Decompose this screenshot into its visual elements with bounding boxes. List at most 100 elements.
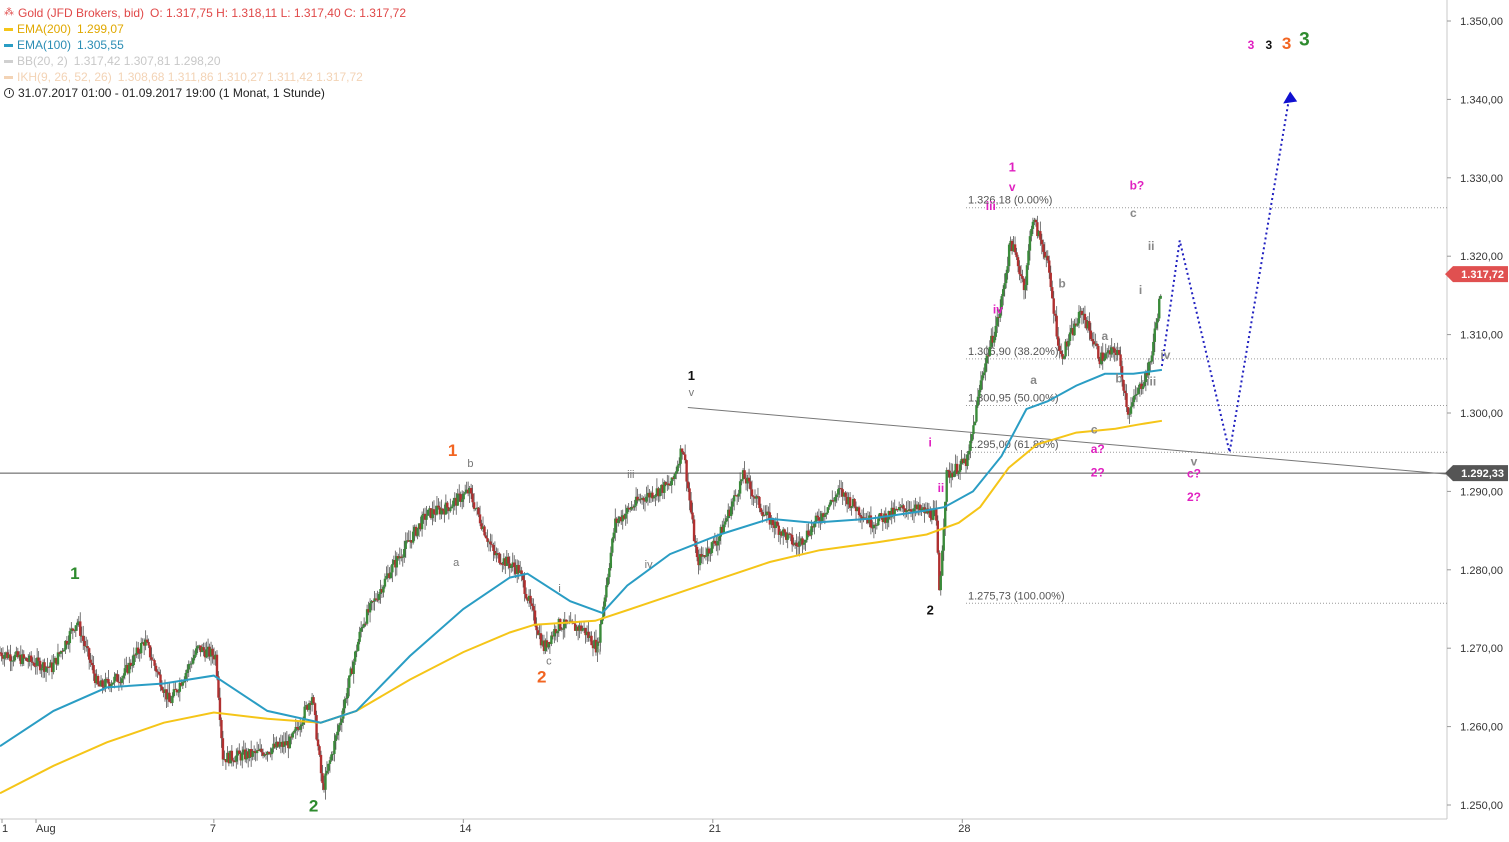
wave-label: ii — [596, 645, 601, 657]
wave-label: c — [1130, 206, 1137, 220]
candle-body — [1049, 272, 1052, 288]
candle-body — [469, 487, 473, 494]
candle-body — [267, 751, 271, 754]
candle-body — [229, 750, 232, 764]
candle-body — [970, 434, 974, 441]
candle-body — [1125, 393, 1128, 408]
candle-body — [215, 654, 219, 677]
candle-body — [147, 642, 150, 646]
candle-body — [284, 741, 287, 746]
candle-body — [337, 725, 341, 732]
candle-body — [416, 527, 419, 536]
candle-body — [1013, 244, 1017, 253]
candle-body — [1150, 355, 1154, 362]
chart-icon: ⁂ — [4, 7, 14, 18]
candle-body — [618, 516, 621, 520]
legend-ema100-row[interactable]: EMA(100) 1.305,55 — [4, 37, 406, 53]
candle-body — [682, 452, 685, 455]
wave-label: b — [1115, 371, 1122, 385]
candle-body — [321, 773, 324, 784]
wave-label: i — [929, 436, 932, 450]
candle-body — [982, 372, 986, 376]
candle-body — [172, 689, 176, 697]
candle-body — [422, 513, 425, 516]
candle-body — [1091, 339, 1094, 342]
candle-body — [990, 335, 993, 347]
candle-body — [9, 654, 12, 662]
y-tick-label: 1.330,00 — [1460, 173, 1503, 185]
candle-body — [741, 470, 745, 480]
candle-body — [139, 643, 143, 654]
candle-body — [120, 678, 124, 683]
candle-body — [142, 642, 146, 646]
legend-title-row: ⁂ Gold (JFD Brokers, bid) O: 1.317,75 H:… — [4, 5, 406, 21]
candle-body — [941, 550, 944, 576]
candle-body — [1010, 240, 1014, 252]
ema100-value: 1.305,55 — [77, 38, 124, 52]
y-tick-label: 1.340,00 — [1460, 94, 1503, 106]
candle-body — [111, 682, 115, 685]
candle-body — [0, 652, 3, 657]
candle-body — [936, 520, 939, 553]
candle-body — [608, 568, 611, 578]
candle-body — [450, 506, 454, 509]
candle-body — [463, 492, 467, 494]
candle-body — [1073, 323, 1076, 336]
candle-body — [377, 593, 381, 600]
candle-body — [1146, 371, 1149, 376]
candle-body — [365, 609, 369, 624]
candle-body — [666, 483, 669, 485]
candle-body — [452, 500, 455, 507]
candle-body — [508, 563, 511, 568]
candle-body — [1048, 260, 1051, 273]
candle-body — [453, 497, 456, 501]
candle-body — [53, 657, 57, 663]
candle-body — [706, 548, 709, 557]
candle-body — [921, 507, 925, 509]
legend-bb-row[interactable]: BB(20, 2) 1.317,42 1.307,81 1.298,20 — [4, 53, 406, 69]
candle-body — [407, 540, 410, 542]
legend-ema200-row[interactable]: EMA(200) 1.299,07 — [4, 21, 406, 37]
trendline — [687, 407, 1448, 475]
y-tick-label: 1.300,00 — [1460, 408, 1503, 420]
candle-body — [664, 482, 668, 485]
candle-body — [915, 504, 919, 510]
candle-body — [391, 564, 394, 573]
candle-body — [181, 682, 185, 686]
candle-body — [712, 540, 715, 543]
candle-body — [169, 701, 173, 703]
candle-body — [643, 500, 647, 502]
wave-label: a — [1030, 373, 1037, 387]
candle-body — [857, 507, 861, 516]
candle-body — [22, 654, 25, 659]
candle-body — [1028, 236, 1032, 251]
ema100-label: EMA(100) — [17, 38, 72, 52]
candle-body — [880, 513, 883, 516]
candle-body — [1052, 298, 1055, 314]
candle-body — [459, 494, 462, 502]
candle-body — [850, 506, 853, 508]
candle-body — [790, 534, 794, 545]
candle-body — [1076, 323, 1079, 326]
candle-body — [374, 598, 378, 600]
y-tick-label: 1.250,00 — [1460, 800, 1503, 812]
instrument-title: Gold (JFD Brokers, bid) — [18, 6, 145, 20]
candle-body — [233, 761, 237, 763]
candle-body — [584, 627, 587, 636]
candle-body — [25, 658, 28, 662]
candle-body — [1061, 353, 1064, 359]
candle-body — [1082, 313, 1085, 316]
candle-body — [483, 526, 486, 536]
candle-body — [743, 470, 746, 479]
candle-body — [501, 564, 504, 565]
fib-level-label: 1.326,18 (0.00%) — [968, 195, 1052, 207]
candle-body — [920, 508, 923, 511]
candle-body — [1004, 273, 1008, 284]
candle-body — [260, 748, 263, 753]
candle-body — [819, 520, 822, 522]
candle-body — [495, 553, 498, 556]
candle-body — [379, 589, 382, 594]
legend-ikh-row[interactable]: IKH(9, 26, 52, 26) 1.308,68 1.311,86 1.3… — [4, 69, 406, 85]
candle-body — [517, 564, 520, 573]
